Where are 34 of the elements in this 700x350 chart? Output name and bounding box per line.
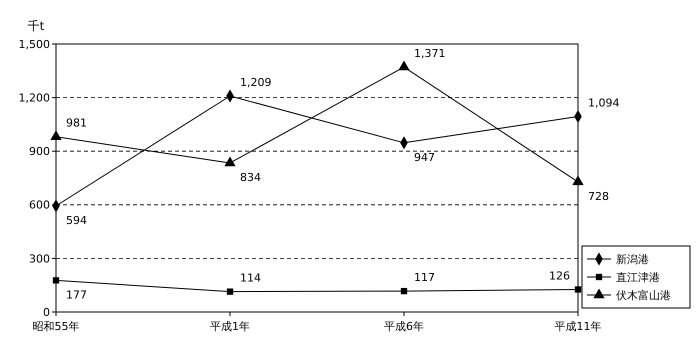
x-tick-label: 昭和55年 <box>32 320 80 333</box>
data-label: 1,209 <box>240 76 272 89</box>
legend-label: 伏木富山港 <box>616 288 671 302</box>
point <box>574 286 582 293</box>
data-label: 177 <box>66 288 87 302</box>
data-label: 594 <box>66 214 87 227</box>
y-tick-label: 600 <box>29 198 50 212</box>
point <box>224 156 236 166</box>
x-tick-label: 平成1年 <box>210 320 250 333</box>
y-tick-label: 0 <box>43 306 50 319</box>
point <box>50 130 62 140</box>
point <box>572 175 584 186</box>
point <box>398 60 410 70</box>
data-label: 981 <box>66 116 87 130</box>
data-label: 947 <box>414 150 435 164</box>
data-label: 728 <box>588 190 609 203</box>
y-tick-label: 1,500 <box>18 38 50 51</box>
data-label: 1,371 <box>414 47 446 60</box>
legend-label: 直江津港 <box>616 270 660 284</box>
y-axis-title: 千t <box>28 19 45 33</box>
y-tick-label: 900 <box>29 145 50 158</box>
legend-label: 新潟港 <box>616 252 649 266</box>
point <box>400 288 408 294</box>
data-label: 117 <box>414 271 435 284</box>
y-tick-label: 300 <box>29 252 50 266</box>
data-label: 834 <box>240 170 261 184</box>
data-label: 1,094 <box>588 96 620 110</box>
data-label: 126 <box>549 269 570 282</box>
point <box>52 277 60 284</box>
y-tick-label: 1,200 <box>18 91 50 104</box>
point <box>226 288 234 295</box>
data-label: 114 <box>240 272 261 285</box>
x-tick-label: 平成6年 <box>384 320 424 333</box>
x-tick-label: 平成11年 <box>554 320 602 333</box>
